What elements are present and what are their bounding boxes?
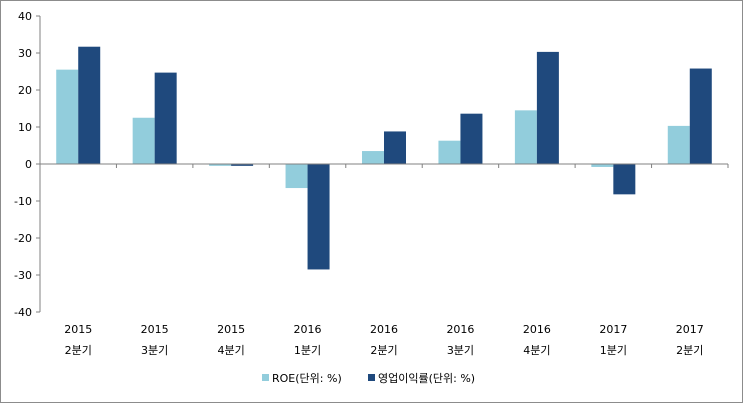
roe-bar xyxy=(285,164,308,189)
y-tick-label: 40 xyxy=(18,10,32,23)
roe-bar xyxy=(591,164,614,167)
legend: ROE(단위: %) 영업이익률(단위: %) xyxy=(262,372,475,385)
x-tick-label-quarter: 2분기 xyxy=(676,344,703,357)
x-tick-label-year: 2016 xyxy=(523,323,551,336)
operating-margin-bar xyxy=(460,113,483,164)
operating-margin-bar xyxy=(154,72,177,164)
y-tick-label: 10 xyxy=(18,121,32,134)
x-tick-label-quarter: 4분기 xyxy=(217,344,244,357)
roe-bar xyxy=(438,140,461,164)
x-tick-label-year: 2015 xyxy=(217,323,245,336)
legend-swatch-roe xyxy=(262,374,269,381)
y-tick-label: -30 xyxy=(14,269,32,282)
x-tick-label-year: 2016 xyxy=(370,323,398,336)
operating-margin-bar xyxy=(613,164,636,195)
y-tick-label: -40 xyxy=(14,306,32,319)
x-tick-label-quarter: 3분기 xyxy=(447,344,474,357)
bars-group xyxy=(56,46,712,270)
roe-bar xyxy=(209,164,232,166)
y-tick-label: 30 xyxy=(18,47,32,60)
x-axis-ticks xyxy=(39,164,729,168)
x-tick-label-year: 2016 xyxy=(446,323,474,336)
operating-margin-bar xyxy=(78,46,101,164)
x-tick-label-year: 2016 xyxy=(294,323,322,336)
legend-swatch-operating-margin xyxy=(368,374,375,381)
y-tick-label: -10 xyxy=(14,195,32,208)
roe-bar xyxy=(667,125,690,164)
roe-bar xyxy=(132,117,155,164)
x-tick-label-quarter: 2분기 xyxy=(65,344,92,357)
x-axis-labels: 2015 2분기 2015 3분기 2015 4분기 2016 1분기 2016 2분기 2016 3… xyxy=(64,323,704,357)
operating-margin-bar xyxy=(689,68,712,164)
operating-margin-bar xyxy=(536,51,559,164)
roe-bar xyxy=(56,69,79,164)
legend-label-operating-margin: 영업이익률(단위: %) xyxy=(378,372,475,385)
x-tick-label-year: 2015 xyxy=(64,323,92,336)
operating-margin-bar xyxy=(231,164,254,166)
x-tick-label-quarter: 1분기 xyxy=(294,344,321,357)
y-tick-label: 20 xyxy=(18,84,32,97)
x-tick-label-year: 2017 xyxy=(599,323,627,336)
y-tick-label: 0 xyxy=(25,158,32,171)
y-tick-label: -20 xyxy=(14,232,32,245)
x-tick-label-quarter: 1분기 xyxy=(600,344,627,357)
x-tick-label-quarter: 3분기 xyxy=(141,344,168,357)
legend-label-roe: ROE(단위: %) xyxy=(272,372,342,385)
operating-margin-bar xyxy=(384,131,406,164)
roe-bar xyxy=(514,110,537,164)
operating-margin-bar xyxy=(307,164,330,270)
x-tick-label-quarter: 2분기 xyxy=(370,344,397,357)
y-axis-ticks: 40 30 20 10 0 -10 -20 -30 -40 xyxy=(14,10,40,319)
x-tick-label-year: 2017 xyxy=(676,323,704,336)
x-tick-label-quarter: 4분기 xyxy=(523,344,550,357)
x-tick-label-year: 2015 xyxy=(141,323,169,336)
roe-bar xyxy=(362,151,384,164)
